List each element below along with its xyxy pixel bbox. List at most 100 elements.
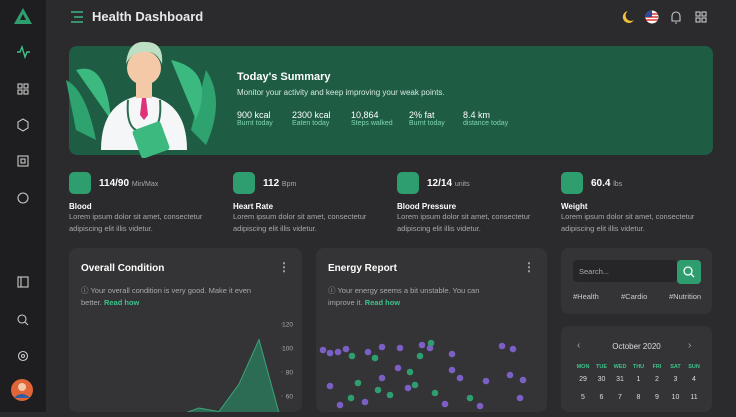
point [482, 377, 490, 385]
metric-unit: lbs [613, 181, 623, 188]
point [418, 341, 426, 349]
point [319, 346, 327, 354]
search-placeholder: Search... [579, 267, 610, 276]
y-tick-label: 80 [286, 370, 294, 377]
more-button[interactable]: ⋮ [278, 260, 290, 274]
point [364, 348, 372, 356]
search-button[interactable] [677, 260, 701, 284]
calendar-card: ‹ October 2020 › MON TUE WED THU FRI SAT SUN 29… [561, 326, 712, 412]
more-button[interactable]: ⋮ [523, 260, 535, 274]
metric-text: Lorem ipsum dolor sit amet, consectetur … [397, 212, 531, 233]
card-title: Overall Condition [81, 263, 165, 274]
search-input[interactable]: Search... [573, 260, 677, 282]
point [386, 391, 394, 399]
metric-icon [69, 172, 91, 194]
card-note: ⓘ Your overall condition is very good. M… [81, 286, 252, 307]
metric-title: Weight [561, 202, 588, 211]
weekday: MON [576, 364, 590, 370]
sidebar [0, 0, 46, 412]
energy-card: Energy Report ⋮ ⓘ Your energy seems a bi… [316, 248, 547, 412]
point [509, 345, 517, 353]
y-tick-label: 100 [282, 346, 293, 353]
point [342, 345, 350, 353]
weekday: SUN [688, 364, 700, 370]
menu-icon[interactable] [70, 10, 84, 24]
point [456, 374, 464, 382]
point [431, 389, 439, 397]
metric-icon [397, 172, 419, 194]
day[interactable]: 4 [692, 376, 696, 383]
page-title: Health Dashboard [92, 9, 204, 24]
tag[interactable]: #Health [573, 292, 599, 301]
stat: 8.4 km distance today [463, 110, 508, 127]
point [374, 386, 382, 394]
stat-label: Burnt today [237, 120, 273, 127]
card-note: ⓘ Your energy seems a bit unstable. You … [328, 286, 480, 307]
metric-title: Heart Rate [233, 202, 274, 211]
point [506, 371, 514, 379]
weekday: THU [632, 364, 645, 370]
sidebar-icons [11, 8, 33, 401]
stat-value: 2300 kcal [292, 110, 331, 120]
stat-label: Eaten today [292, 120, 330, 127]
scatter-chart [319, 339, 527, 410]
read-link[interactable]: Read how [103, 298, 140, 307]
day[interactable]: 7 [618, 394, 622, 401]
weekday: TUE [596, 364, 607, 370]
point [519, 376, 527, 384]
point [371, 354, 379, 362]
stat-value: 900 kcal [237, 110, 271, 120]
metric-icon [233, 172, 255, 194]
prev-month[interactable]: ‹ [577, 340, 581, 351]
point [476, 402, 484, 410]
point [334, 348, 342, 356]
point [326, 382, 334, 390]
day[interactable]: 5 [581, 394, 585, 401]
day[interactable]: 9 [655, 394, 659, 401]
point [378, 374, 386, 382]
note-text: Your overall condition is very good. Mak… [81, 286, 252, 307]
point [354, 379, 362, 387]
day[interactable]: 2 [655, 376, 659, 383]
point [404, 384, 412, 392]
day[interactable]: 1 [636, 376, 641, 383]
point [448, 350, 456, 358]
day[interactable]: 11 [690, 394, 698, 401]
header-icons[interactable] [618, 8, 710, 26]
tag[interactable]: #Nutrition [669, 292, 702, 301]
day[interactable]: 10 [671, 394, 680, 401]
metric-title: Blood Pressure [397, 202, 457, 211]
day[interactable]: 3 [673, 376, 678, 383]
point [516, 394, 524, 402]
metric-unit: Bpm [281, 181, 297, 188]
area [186, 338, 280, 412]
point [441, 400, 449, 408]
point [394, 364, 402, 372]
point [498, 342, 506, 350]
day[interactable]: 8 [636, 394, 641, 401]
day[interactable]: 30 [597, 376, 606, 383]
point [426, 344, 434, 352]
metric-text: Lorem ipsum dolor sit amet, consectetur … [561, 212, 695, 233]
day[interactable]: 29 [579, 376, 587, 383]
point [347, 394, 355, 402]
area-chart: 120 100 80 60 [186, 322, 294, 412]
metric-unit: Min/Max [131, 181, 159, 188]
card-title: Energy Report [328, 263, 397, 274]
stat: 900 kcal Burnt today [237, 110, 273, 127]
metric-title: Blood [69, 202, 92, 211]
point [326, 349, 334, 357]
next-month[interactable]: › [688, 340, 692, 351]
stat-value: 10,864 [351, 110, 379, 120]
day[interactable]: 31 [616, 376, 624, 383]
tag[interactable]: #Cardio [621, 292, 648, 301]
day[interactable]: 6 [599, 394, 604, 401]
point [361, 398, 369, 406]
metric-value: 112 Bpm [263, 178, 297, 189]
read-link[interactable]: Read how [364, 298, 401, 307]
doctor-illustration [66, 41, 216, 158]
stat: 10,864 Steps walked [351, 110, 393, 127]
weekday: WED [613, 364, 627, 370]
stat-label: Steps walked [351, 120, 393, 127]
